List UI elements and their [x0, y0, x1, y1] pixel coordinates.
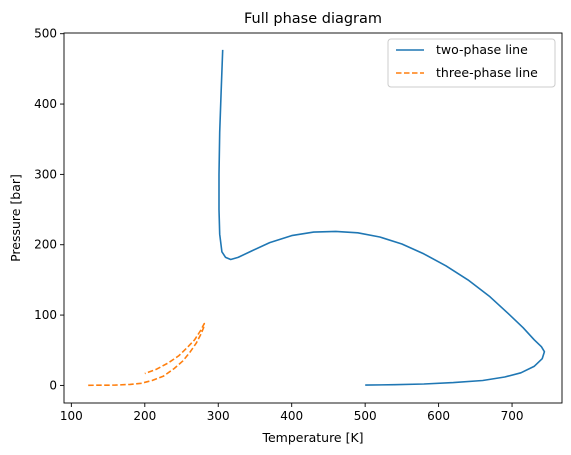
y-tick-label: 500	[34, 27, 57, 41]
series-line-two-phase	[218, 49, 546, 386]
y-tick-label: 200	[34, 238, 57, 252]
chart-title: Full phase diagram	[244, 11, 382, 27]
y-tick-label: 100	[34, 308, 57, 322]
legend-label-two-phase: two-phase line	[436, 42, 528, 57]
x-tick-label: 600	[427, 409, 450, 423]
x-axis-label: Temperature [K]	[261, 430, 363, 445]
x-tick-label: 700	[501, 409, 524, 423]
legend: two-phase line three-phase line	[387, 38, 556, 88]
x-tick-label: 400	[280, 409, 303, 423]
series-line-three-phase	[88, 322, 206, 387]
axis-ticks: 100 200 300 400 500 600 700 0 100 200 300 400 500	[34, 27, 523, 423]
y-axis-label: Pressure [bar]	[8, 174, 23, 262]
x-tick-label: 500	[354, 409, 377, 423]
y-tick-label: 0	[49, 378, 57, 392]
x-tick-label: 300	[207, 409, 230, 423]
legend-label-three-phase: three-phase line	[436, 65, 538, 80]
legend-box	[387, 38, 556, 88]
x-tick-label: 200	[133, 409, 156, 423]
plot-frame	[63, 32, 563, 404]
y-tick-label: 400	[34, 97, 57, 111]
x-tick-label: 100	[60, 409, 83, 423]
plot-area	[88, 49, 546, 387]
y-tick-label: 300	[34, 167, 57, 181]
